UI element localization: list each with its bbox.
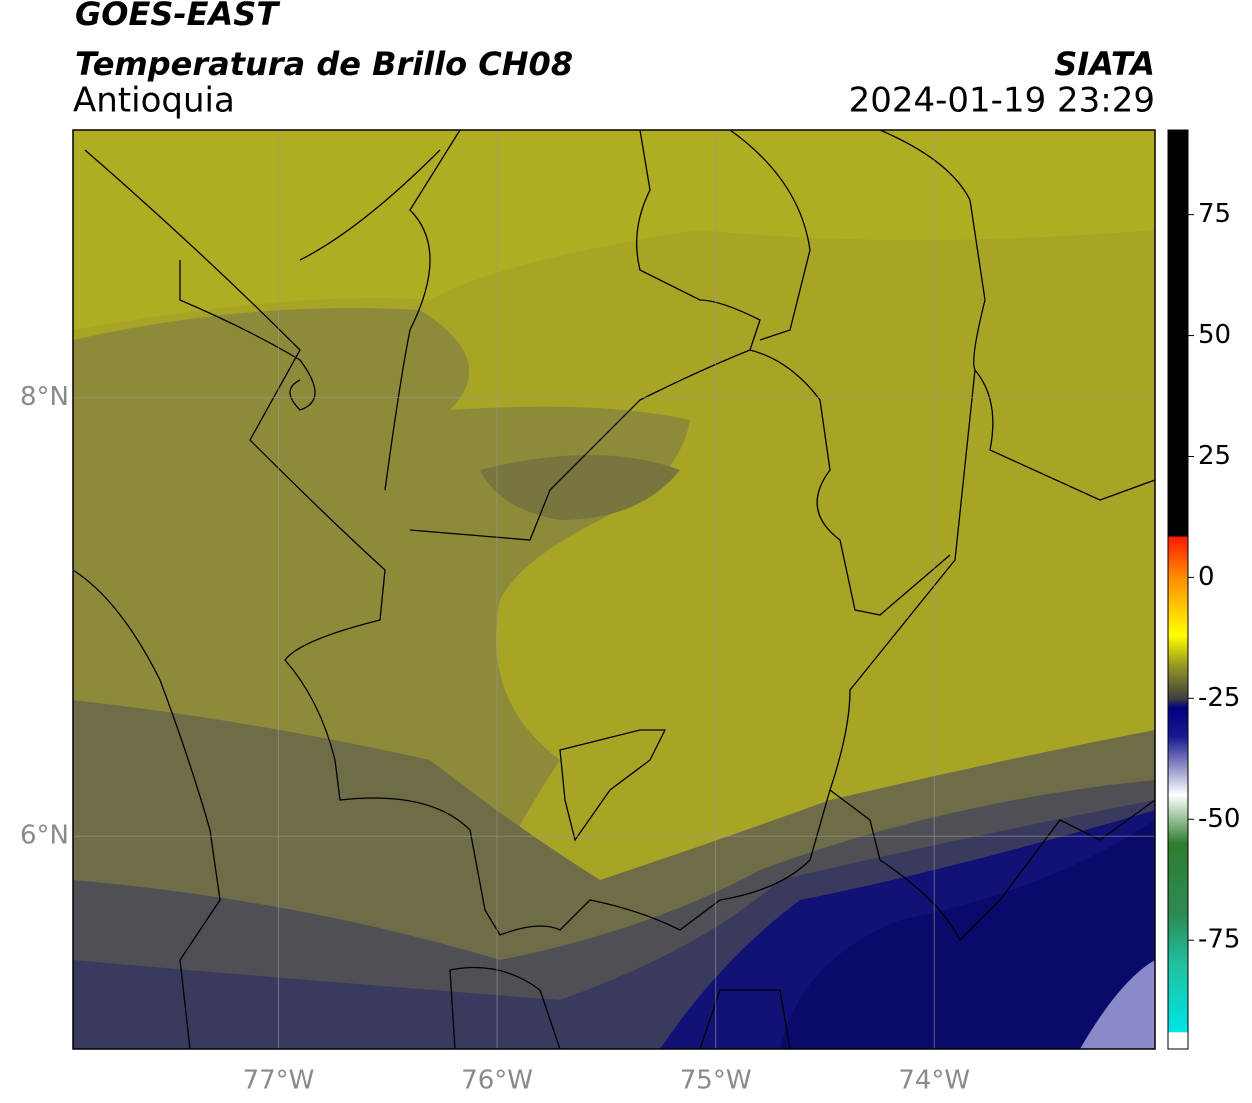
datetime: 2024-01-19 23:29: [849, 81, 1155, 121]
colorbar-tick-label: -75: [1198, 925, 1240, 955]
colorbar-tick-label: 0: [1198, 562, 1215, 592]
x-tick-label: 74°W: [898, 1066, 970, 1096]
map-frame: [72, 129, 1156, 1050]
map-image: [73, 130, 1155, 1049]
region: Antioquia: [73, 81, 235, 121]
y-tick-label: 6°N: [20, 821, 69, 851]
source: SIATA: [1054, 45, 1155, 83]
x-tick-label: 76°W: [461, 1066, 533, 1096]
x-tick-label: 77°W: [243, 1066, 315, 1096]
colorbar: [1167, 129, 1189, 1050]
y-tick-label: 8°N: [20, 382, 69, 412]
colorbar-tick-label: 25: [1198, 441, 1231, 471]
grid: [73, 130, 1155, 1049]
colorbar-tick-label: 50: [1198, 320, 1231, 350]
colorbar-tick-label: -50: [1198, 804, 1240, 834]
x-tick-label: 75°W: [680, 1066, 752, 1096]
colorbar-tick-label: 75: [1198, 199, 1231, 229]
title: GOES-EAST: [75, 0, 280, 33]
colorbar-tick-label: -25: [1198, 683, 1240, 713]
subtitle: Temperatura de Brillo CH08: [75, 45, 573, 83]
